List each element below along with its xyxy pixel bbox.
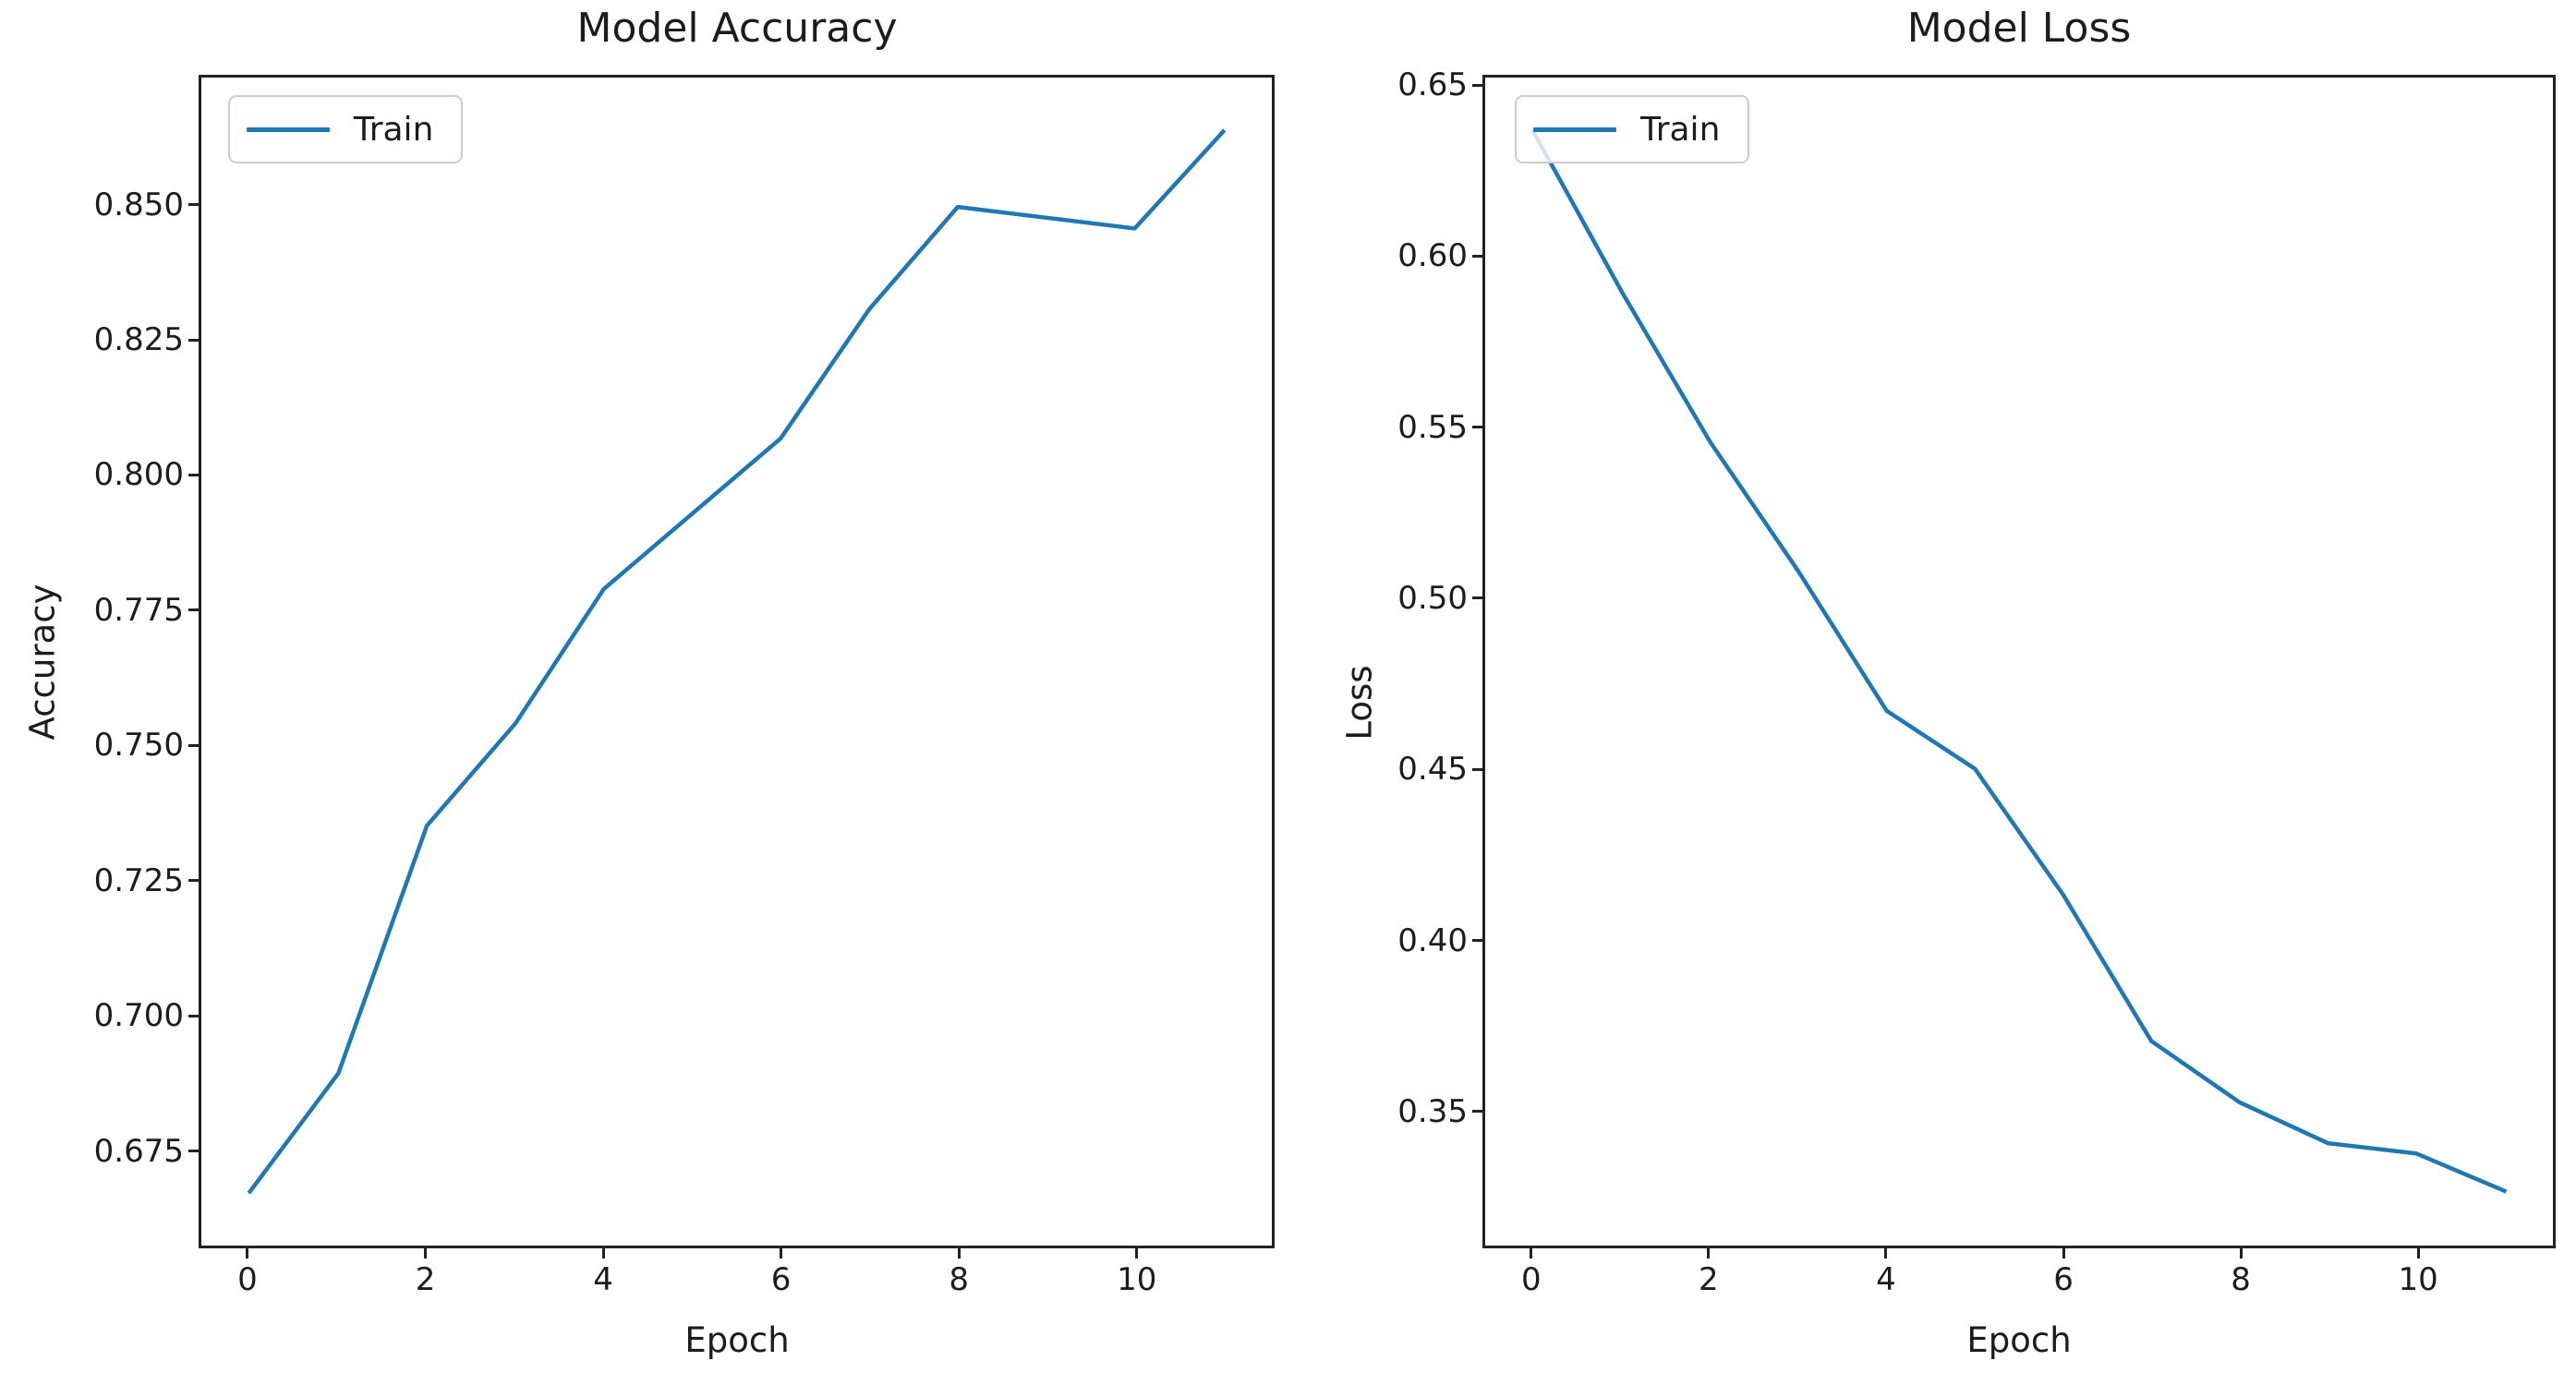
y-tick-mark xyxy=(188,203,199,207)
x-tick-label: 10 xyxy=(1117,1261,1157,1298)
x-tick-label: 2 xyxy=(415,1261,436,1298)
y-tick-label: 0.700 xyxy=(93,997,184,1035)
plot-area xyxy=(1482,75,2556,1248)
legend: Train xyxy=(228,95,464,163)
legend: Train xyxy=(1515,95,1750,163)
y-tick-mark xyxy=(188,879,199,883)
x-axis-label: Epoch xyxy=(684,1320,790,1360)
x-tick-label: 8 xyxy=(2231,1261,2251,1298)
y-tick-mark xyxy=(188,608,199,612)
y-tick-mark xyxy=(188,338,199,342)
y-tick-mark xyxy=(1472,254,1482,258)
y-tick-label: 0.35 xyxy=(1397,1092,1468,1130)
x-tick-mark xyxy=(1707,1248,1711,1259)
x-tick-mark xyxy=(2239,1248,2243,1259)
y-tick-mark xyxy=(188,743,199,747)
y-tick-mark xyxy=(1472,596,1482,600)
y-tick-mark xyxy=(188,1150,199,1153)
x-tick-label: 0 xyxy=(1520,1261,1542,1298)
x-tick-mark xyxy=(2416,1248,2420,1259)
x-tick-label: 2 xyxy=(1699,1261,1719,1298)
legend-label: Train xyxy=(1640,110,1721,149)
legend-label: Train xyxy=(354,110,434,149)
x-tick-label: 6 xyxy=(2053,1261,2074,1298)
y-axis-label: Loss xyxy=(1339,665,1380,741)
y-tick-label: 0.750 xyxy=(93,727,184,765)
x-tick-label: 10 xyxy=(2398,1261,2438,1298)
y-tick-label: 0.55 xyxy=(1397,408,1468,446)
x-tick-mark xyxy=(246,1248,249,1259)
x-tick-mark xyxy=(1135,1248,1139,1259)
train-line xyxy=(1530,129,2508,1194)
chart-title: Model Loss xyxy=(1906,5,2132,52)
x-tick-mark xyxy=(957,1248,961,1259)
y-tick-label: 0.775 xyxy=(93,591,184,629)
chart-title: Model Accuracy xyxy=(576,5,898,52)
y-tick-mark xyxy=(188,473,199,476)
plot-area xyxy=(199,75,1275,1248)
x-tick-label: 6 xyxy=(770,1261,792,1298)
y-tick-label: 0.40 xyxy=(1397,921,1468,959)
x-axis-label: Epoch xyxy=(1966,1320,2072,1360)
y-tick-mark xyxy=(188,1014,199,1018)
x-tick-mark xyxy=(424,1248,428,1259)
x-tick-mark xyxy=(2062,1248,2065,1259)
y-tick-mark xyxy=(1472,939,1482,942)
x-tick-mark xyxy=(780,1248,783,1259)
y-tick-mark xyxy=(1472,767,1482,771)
y-tick-label: 0.65 xyxy=(1397,66,1468,104)
y-tick-label: 0.50 xyxy=(1397,579,1468,617)
y-tick-label: 0.850 xyxy=(93,186,184,223)
x-tick-label: 0 xyxy=(237,1261,258,1298)
legend-line-sample xyxy=(247,126,330,132)
y-tick-label: 0.675 xyxy=(93,1132,184,1170)
x-tick-label: 8 xyxy=(949,1261,969,1298)
x-tick-label: 4 xyxy=(593,1261,613,1298)
y-tick-label: 0.825 xyxy=(93,321,184,358)
x-tick-mark xyxy=(1530,1248,1533,1259)
y-tick-mark xyxy=(1472,426,1482,429)
x-tick-label: 4 xyxy=(1876,1261,1896,1298)
legend-line-sample xyxy=(1533,126,1616,132)
y-tick-mark xyxy=(1472,1110,1482,1114)
y-tick-label: 0.45 xyxy=(1397,751,1468,789)
line-plot xyxy=(1530,129,2508,1194)
line-plot xyxy=(247,128,1227,1195)
x-tick-mark xyxy=(601,1248,605,1259)
y-tick-label: 0.725 xyxy=(93,861,184,899)
train-line xyxy=(247,128,1227,1195)
x-tick-mark xyxy=(1884,1248,1888,1259)
y-tick-label: 0.800 xyxy=(93,456,184,494)
y-tick-label: 0.60 xyxy=(1397,237,1468,275)
y-tick-mark xyxy=(1472,83,1482,87)
